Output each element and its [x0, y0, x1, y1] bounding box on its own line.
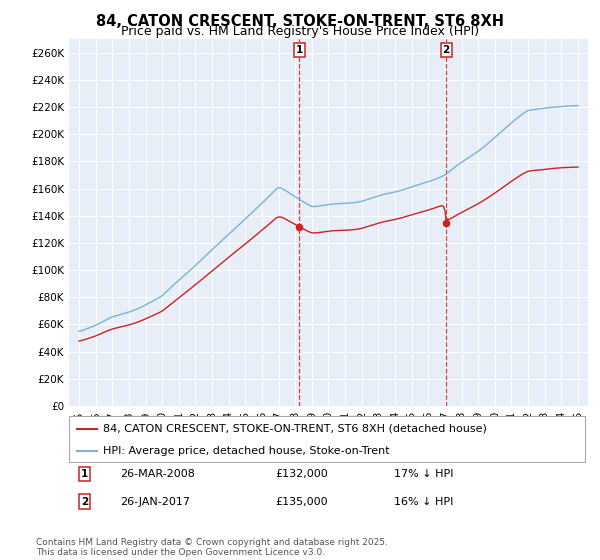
Text: 84, CATON CRESCENT, STOKE-ON-TRENT, ST6 8XH: 84, CATON CRESCENT, STOKE-ON-TRENT, ST6 …: [96, 14, 504, 29]
Text: 16% ↓ HPI: 16% ↓ HPI: [394, 497, 454, 507]
Text: 1: 1: [81, 469, 88, 479]
Text: £135,000: £135,000: [275, 497, 328, 507]
Text: 2: 2: [81, 497, 88, 507]
Text: 17% ↓ HPI: 17% ↓ HPI: [394, 469, 454, 479]
Text: HPI: Average price, detached house, Stoke-on-Trent: HPI: Average price, detached house, Stok…: [103, 446, 389, 455]
Text: 84, CATON CRESCENT, STOKE-ON-TRENT, ST6 8XH (detached house): 84, CATON CRESCENT, STOKE-ON-TRENT, ST6 …: [103, 424, 487, 434]
FancyBboxPatch shape: [69, 416, 585, 462]
Text: 26-JAN-2017: 26-JAN-2017: [121, 497, 191, 507]
Text: 26-MAR-2008: 26-MAR-2008: [121, 469, 196, 479]
Text: 1: 1: [295, 45, 302, 55]
Text: 2: 2: [442, 45, 450, 55]
Text: Contains HM Land Registry data © Crown copyright and database right 2025.
This d: Contains HM Land Registry data © Crown c…: [36, 538, 388, 557]
Text: Price paid vs. HM Land Registry's House Price Index (HPI): Price paid vs. HM Land Registry's House …: [121, 25, 479, 38]
Text: £132,000: £132,000: [275, 469, 328, 479]
